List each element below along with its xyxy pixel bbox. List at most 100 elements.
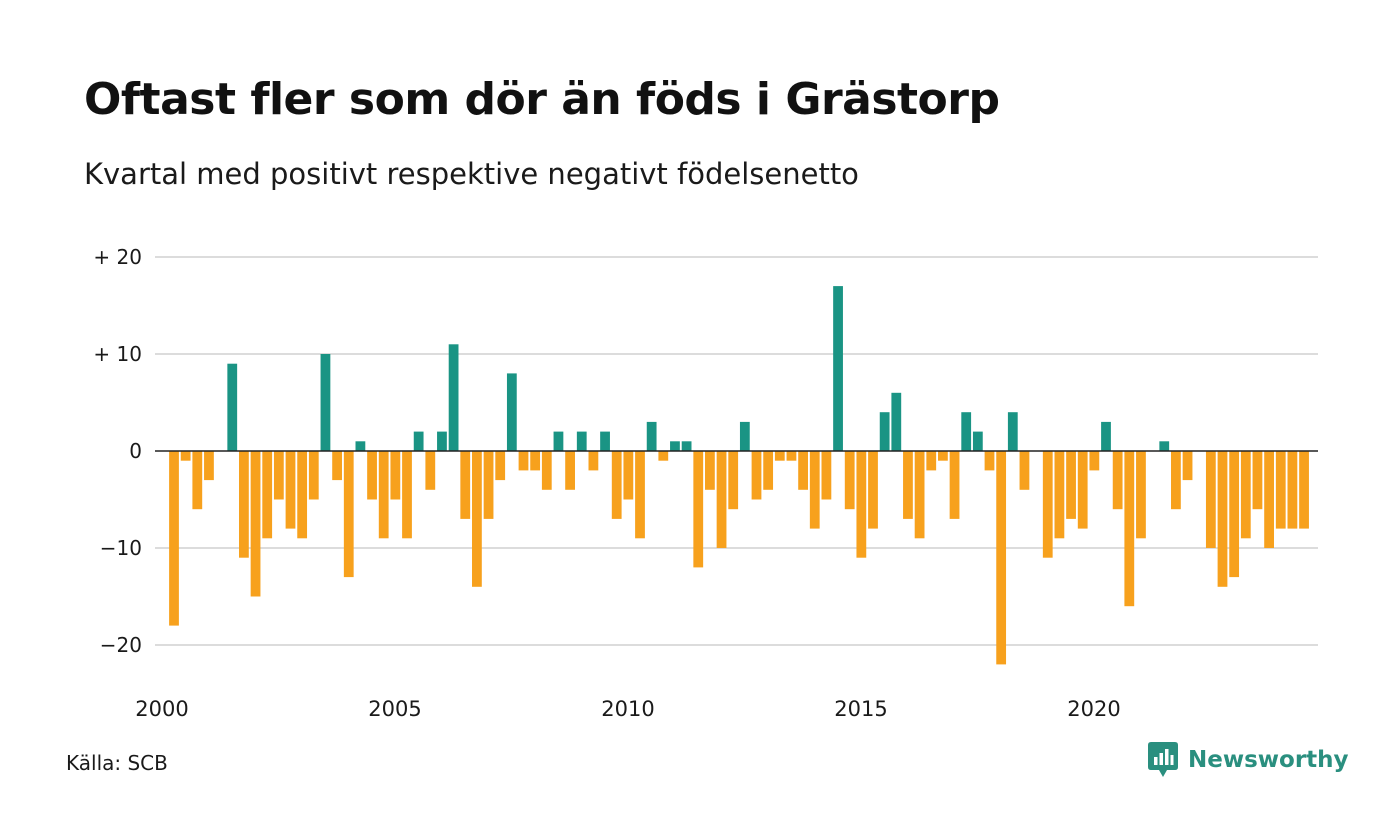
bar-negative <box>716 451 727 548</box>
bar-positive <box>879 412 890 451</box>
chart-title: Oftast fler som dör än föds i Grästorp <box>84 74 1000 125</box>
bar-negative <box>169 451 179 626</box>
bar-negative <box>402 451 412 539</box>
bar-negative <box>914 451 925 539</box>
bar-negative <box>1264 451 1274 548</box>
bar-negative <box>1136 451 1146 539</box>
bar-positive <box>320 354 331 451</box>
bar-negative <box>588 451 599 471</box>
bar-negative <box>308 451 319 500</box>
source-note: Källa: SCB <box>66 751 168 775</box>
bar-positive <box>1101 421 1111 451</box>
bar-negative <box>705 451 715 490</box>
y-tick-label: −20 <box>100 633 142 657</box>
bar-negative <box>1077 451 1088 529</box>
bar-negative <box>611 451 622 519</box>
bar-negative <box>868 451 878 529</box>
bar-positive <box>448 344 459 451</box>
bar-negative <box>192 451 203 510</box>
x-tick-label: 2020 <box>1067 697 1120 721</box>
bar-negative <box>472 451 482 587</box>
bar-negative <box>180 451 191 461</box>
bar-negative <box>332 451 342 481</box>
bar-positive <box>227 363 238 451</box>
bar-negative <box>1205 451 1216 548</box>
chart-subtitle: Kvartal med positivt respektive negativt… <box>84 157 859 191</box>
y-tick-label: −10 <box>100 536 142 560</box>
bar-negative <box>460 451 471 519</box>
bar-negative <box>204 451 214 481</box>
x-tick-label: 2000 <box>135 697 188 721</box>
bar-negative <box>1042 451 1053 558</box>
bar-negative <box>1287 451 1298 529</box>
bar-negative <box>1089 451 1100 471</box>
bar-negative <box>751 451 762 500</box>
x-tick-label: 2005 <box>368 697 421 721</box>
bar-positive <box>833 286 843 451</box>
bar-negative <box>1112 451 1123 510</box>
bar-positive <box>891 392 902 451</box>
bar-negative <box>984 451 995 471</box>
y-tick-label: + 20 <box>93 245 142 269</box>
bar-negative <box>623 451 634 500</box>
bar-negative <box>635 451 645 539</box>
bar-negative <box>425 451 436 490</box>
x-tick-label: 2010 <box>601 697 654 721</box>
bar-negative <box>518 451 529 471</box>
bar-negative <box>273 451 284 500</box>
brand-name: Newsworthy <box>1188 747 1349 773</box>
bar-negative <box>1182 451 1193 481</box>
bar-negative <box>1275 451 1286 529</box>
y-tick-label: 0 <box>129 439 142 463</box>
bar-negative <box>565 451 575 490</box>
bar-negative <box>1229 451 1240 578</box>
bar-negative <box>297 451 308 539</box>
bar-negative <box>1124 451 1135 607</box>
bar-negative <box>541 451 552 490</box>
bar-negative <box>774 451 785 461</box>
bar-positive <box>355 441 366 451</box>
bar-negative <box>1217 451 1228 587</box>
bar-negative <box>1066 451 1076 519</box>
bar-negative <box>1054 451 1065 539</box>
bar-negative <box>996 451 1007 665</box>
bar-positive <box>972 431 983 451</box>
bar-negative <box>728 451 739 510</box>
newsworthy-logo-icon <box>1148 742 1178 777</box>
bar-negative <box>343 451 354 578</box>
bar-positive <box>506 373 517 451</box>
x-tick-label: 2015 <box>834 697 887 721</box>
brand-logo: Newsworthy <box>1148 742 1349 778</box>
y-tick-label: + 10 <box>93 342 142 366</box>
bar-negative <box>856 451 867 558</box>
bar-negative <box>938 451 948 461</box>
bar-positive <box>600 431 610 451</box>
bar-negative <box>483 451 494 519</box>
bar-negative <box>250 451 261 597</box>
bar-negative <box>786 451 797 461</box>
bar-negative <box>821 451 832 500</box>
bar-positive <box>739 421 750 451</box>
bar-negative <box>367 451 377 500</box>
bar-negative <box>798 451 808 490</box>
bar-positive <box>646 421 657 451</box>
bar-positive <box>681 441 692 451</box>
bar-negative <box>844 451 855 510</box>
bar-negative <box>809 451 820 529</box>
bar-negative <box>1171 451 1181 510</box>
bar-negative <box>926 451 937 471</box>
bar-positive <box>1007 412 1018 451</box>
bar-positive <box>437 431 447 451</box>
bar-negative <box>262 451 273 539</box>
bar-negative <box>1019 451 1030 490</box>
bar-negative <box>495 451 506 481</box>
bar-positive <box>576 431 587 451</box>
bar-negative <box>239 451 249 558</box>
bar-negative <box>1240 451 1251 539</box>
bar-negative <box>903 451 913 519</box>
bar-positive <box>413 431 424 451</box>
bar-negative <box>530 451 541 471</box>
bar-negative <box>1252 451 1263 510</box>
bar-negative <box>693 451 704 568</box>
